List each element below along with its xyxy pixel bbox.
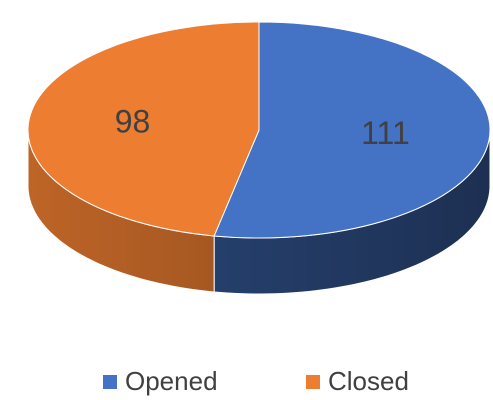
slice (27, 21, 260, 237)
slice (213, 21, 491, 239)
legend-label: Opened (125, 366, 218, 396)
legend-swatch (103, 375, 117, 389)
legend-swatch (306, 375, 320, 389)
data-label: 111 (361, 115, 410, 151)
legend-label: Closed (328, 366, 409, 396)
data-label: 98 (115, 104, 151, 140)
